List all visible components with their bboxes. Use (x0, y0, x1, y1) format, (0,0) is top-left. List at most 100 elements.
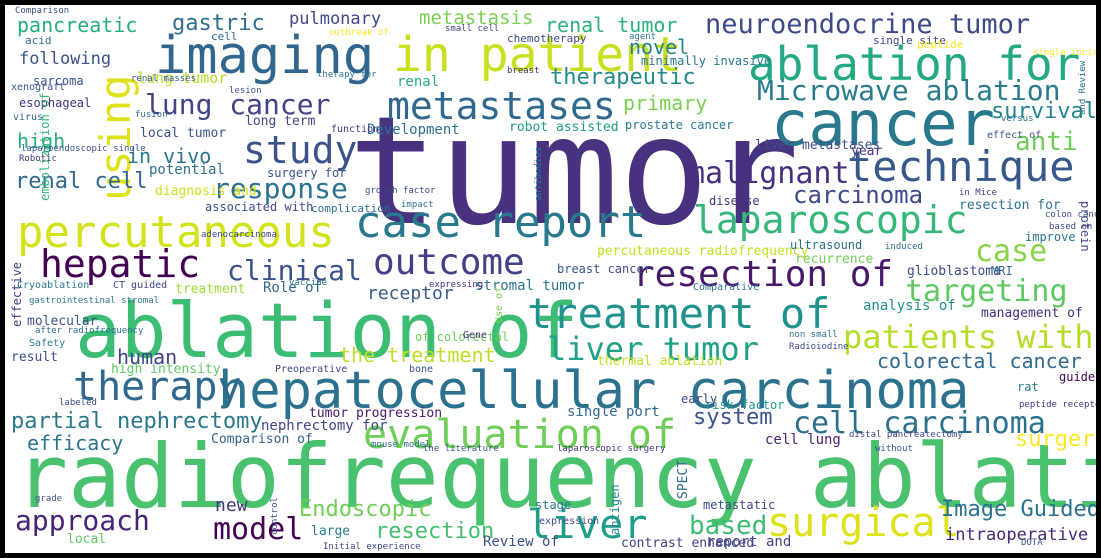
word-cell-carcinoma: cell carcinoma (793, 406, 1046, 441)
word-esophageal: virus (13, 112, 44, 123)
word-cell: chemotherapy (507, 32, 587, 45)
word-pancreatic: pancreatic (17, 13, 138, 37)
word-liver-metastases: percutaneous radiofrequency (597, 244, 809, 259)
word-receptor: receptor (367, 283, 454, 304)
word-fusion: lesion (229, 86, 262, 96)
word-new: new (215, 495, 248, 516)
word-response: response (213, 172, 348, 205)
word-rat: cell lung (765, 432, 841, 448)
word-imaging: imaging (155, 26, 375, 86)
word-gastric: gastric (172, 11, 265, 36)
word-minimally-invasive: renal (397, 74, 440, 90)
word-xenograft: sarcoma (33, 74, 84, 88)
word-embolization-of: acid (25, 34, 52, 47)
word-tumor: tumor (348, 85, 800, 259)
word-lesion: cell (211, 30, 238, 43)
word-endoscopic: Endoscopic (299, 497, 432, 522)
word-radiofrequency-ablation: radiofrequency ablation (15, 425, 1096, 528)
word-percutaneous-radiofrequency: thermal ablation (597, 354, 723, 369)
word-therapy: therapy (73, 364, 242, 410)
word-evaluation-of: evaluation of (363, 412, 677, 458)
word-hepatocellular-carcinoma: hepatocellular carcinoma (218, 361, 970, 421)
word-liver-tumor: liver tumor (547, 330, 759, 368)
word-expression: stage (535, 498, 572, 512)
word-system: system (693, 405, 773, 430)
word-resection: resection (375, 519, 495, 544)
word-impact: in Mice (959, 188, 997, 198)
word-single-port: nephrectomy for (261, 418, 388, 434)
word-ablation-of: ablation of (75, 286, 579, 375)
word-single-site: versus (1001, 114, 1034, 124)
word-and-review: Comparison (15, 6, 70, 16)
word-case: case (975, 234, 1048, 269)
word-renal-masses: fusion (135, 110, 168, 120)
word-lung-cancer: lung cancer (145, 88, 331, 121)
word-therapeutic: therapeutic (550, 65, 696, 90)
word-associated-with: surgery for (267, 166, 347, 180)
word-colorectal-cancer: colorectal cancer (877, 349, 1082, 373)
word-effect-of: function (331, 124, 380, 135)
word-labeled: peptide receptor (1019, 400, 1096, 410)
word-carcinoma: carcinoma (793, 181, 924, 209)
word-nephrectomy-for: tumor progression (309, 406, 443, 421)
word-mri: improve (1025, 230, 1076, 244)
word-survival: survival (991, 99, 1096, 124)
word-microwave-ablation: Microwave ablation (757, 74, 1061, 107)
word-intraoperative: intraoperative (945, 525, 1089, 545)
word-outcome: outcome (373, 242, 525, 283)
word-bone: Use of (494, 286, 505, 323)
word-use-of: Gene (463, 330, 488, 341)
word-ultrasound: glioblastoma (907, 264, 1001, 279)
word-stromal-tumor: minimally invasive (641, 54, 772, 68)
word-agent: breast (507, 66, 540, 76)
word-distal-pancreatectomy: laparoscopic surgery (557, 444, 666, 454)
word-initial-experience: vaccine (289, 278, 327, 288)
word-growth-factor: antibodies (534, 146, 544, 201)
word-in-mice: colon cancer (1045, 210, 1096, 220)
word-potential: long term (245, 114, 316, 129)
word-metastases: metastases (387, 84, 616, 128)
word-early: guided (1059, 370, 1096, 384)
word-risk-factor: single port (567, 404, 660, 420)
word-development: liver metastases (755, 138, 881, 153)
word-comparison-of: local (67, 532, 107, 547)
word-comparison: outbreak of (329, 28, 389, 38)
word-technique: technique (847, 142, 1075, 191)
word-effective: Safety (29, 338, 66, 349)
word-dota: single incision (1033, 48, 1096, 58)
word-after-radiofrequency: distal pancreatectomy (849, 430, 963, 440)
word-versus: effect of (987, 130, 1042, 141)
word-effect: without (875, 444, 913, 454)
word-thermal-ablation: high intensity (111, 362, 221, 377)
word-diagnosis-and: resection for (959, 198, 1061, 213)
word-stage: metastatic (703, 498, 776, 512)
word-result: molecular (27, 314, 98, 329)
word-breast: renal masses (131, 74, 197, 84)
word-patients-with: patients with (843, 318, 1094, 356)
word-grade: mouse model (371, 440, 431, 450)
word-disease: diagnosis and (155, 184, 257, 199)
word-resection-for: complication (311, 202, 391, 215)
word-spect: early (681, 392, 718, 406)
word-based: based (689, 511, 768, 541)
word-breast-cancer: stromal tumor (475, 278, 585, 294)
word-following: following (19, 49, 112, 69)
word-malignant: malignant (687, 156, 850, 191)
word-comparative: Preoperative (275, 364, 348, 375)
word-high: high (17, 129, 66, 153)
word-induced: growth factor (365, 186, 436, 196)
word-partial-nephrectomy: partial nephrectomy (11, 409, 263, 434)
word-glioblastoma: management of (981, 306, 1083, 321)
word-small-cell: agent (629, 32, 657, 42)
word-resection-of: resection of (633, 254, 894, 295)
word-primary: primary (623, 91, 708, 115)
word-hepatic: hepatic (40, 242, 201, 286)
word-cloud: tumor radiofrequency ablation ablation o… (5, 5, 1096, 553)
word-therapy-for: peptide (917, 38, 964, 51)
word-clinical: clinical (227, 254, 362, 287)
word-single-incision: and Review (1078, 60, 1088, 115)
word-ablation-for: ablation for (748, 37, 1081, 91)
word-safety: result (11, 350, 58, 365)
word-role-of: breast cancer (557, 262, 651, 276)
word-complication: associated with (205, 200, 314, 214)
